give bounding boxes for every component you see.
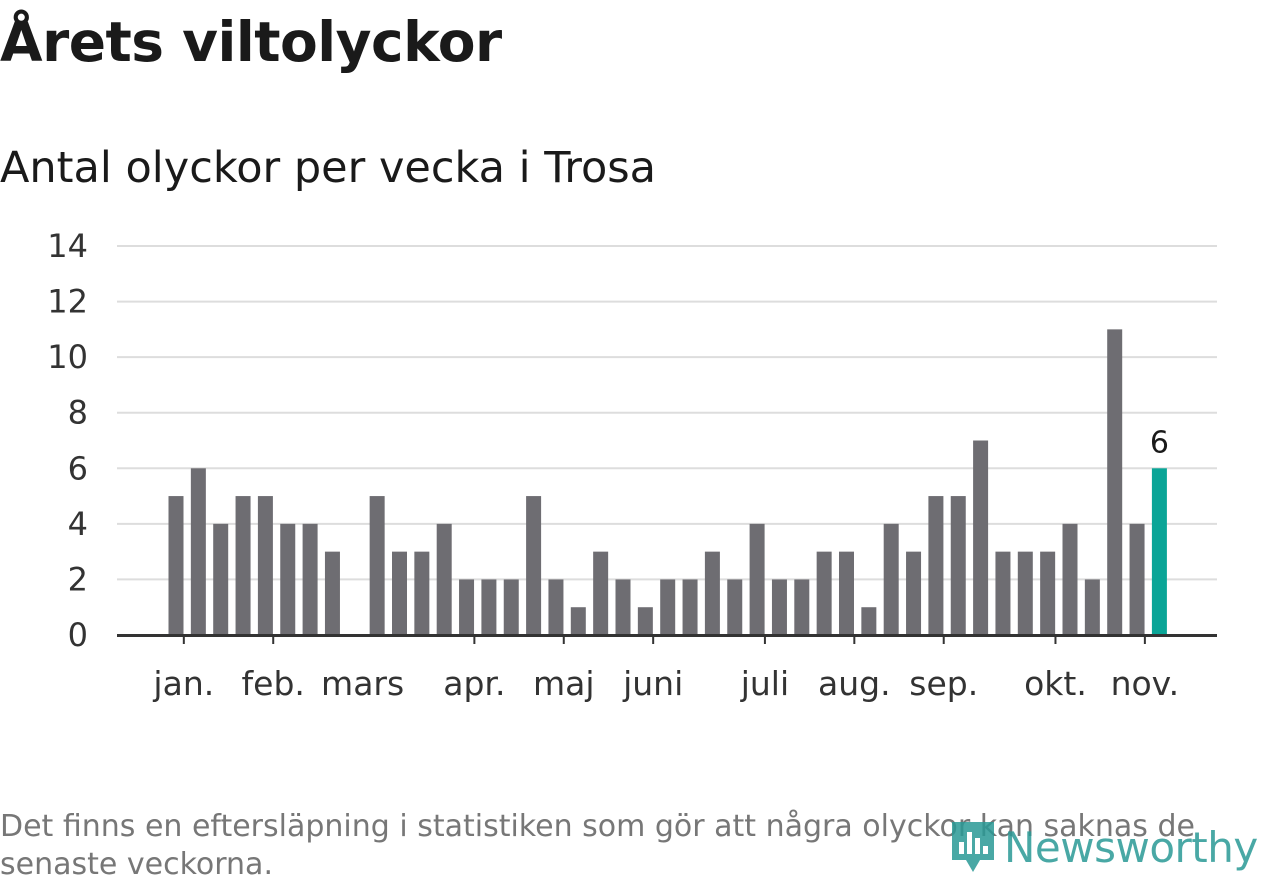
y-axis-tick-labels: 0 2 4 6 8 10 12 14: [47, 227, 88, 654]
x-axis: [117, 634, 1217, 644]
bar: [973, 440, 989, 635]
bar-chart: 0 2 4 6 8 10 12 14 jan. feb. mars apr. maj juni juli a…: [47, 227, 1217, 703]
bar: [459, 579, 475, 635]
bar: [995, 551, 1011, 635]
y-tick-label: 2: [68, 560, 88, 598]
bar: [727, 579, 743, 635]
highlighted-bar: [1151, 468, 1167, 635]
x-axis-month-labels: jan. feb. mars apr. maj juni juli aug. sep. okt. n…: [152, 664, 1179, 703]
bar: [928, 496, 944, 635]
bar: [1129, 523, 1145, 635]
y-tick-label: 10: [47, 338, 88, 376]
chart-title: Årets viltolyckor: [0, 10, 502, 74]
month-label: apr.: [443, 664, 505, 703]
bar: [615, 579, 631, 635]
bar: [660, 579, 676, 635]
bar: [570, 607, 586, 635]
footnote: Det finns en eftersläpning i statistiken…: [0, 809, 1195, 882]
month-label: juni: [622, 664, 683, 703]
bar: [839, 551, 854, 635]
bar: [816, 551, 832, 635]
bar: [1107, 329, 1123, 635]
y-tick-label: 8: [68, 394, 88, 432]
highlight-value-label: 6: [1150, 425, 1169, 460]
bar: [436, 523, 452, 635]
bar: [1084, 579, 1100, 635]
bar: [682, 579, 698, 635]
bar: [794, 579, 810, 635]
bar: [950, 496, 966, 635]
bar: [1017, 551, 1033, 635]
bar: [280, 523, 296, 635]
bar: [392, 551, 407, 635]
logo-text: Newsworthy: [1004, 822, 1258, 872]
y-tick-label: 6: [68, 449, 88, 487]
bar: [526, 496, 542, 635]
bar: [369, 496, 385, 635]
bars: [168, 329, 1167, 635]
month-label: maj: [533, 664, 595, 703]
bar: [1040, 551, 1056, 635]
bar: [906, 551, 922, 635]
gridlines: [117, 245, 1217, 581]
bar: [548, 579, 564, 635]
newsworthy-logo-icon: [952, 822, 994, 872]
y-tick-label: 4: [68, 505, 88, 543]
month-label: mars: [321, 664, 404, 703]
month-label: okt.: [1024, 664, 1087, 703]
data-labels: 6: [1150, 425, 1169, 460]
bar: [235, 496, 251, 635]
bar: [257, 496, 273, 635]
bar: [503, 579, 519, 635]
bar: [414, 551, 430, 635]
chart-subtitle: Antal olyckor per vecka i Trosa: [0, 143, 657, 193]
bar: [704, 551, 720, 635]
month-label: juli: [740, 664, 789, 703]
bar: [324, 551, 340, 635]
bar: [302, 523, 318, 635]
month-label: feb.: [242, 664, 305, 703]
y-tick-label: 0: [68, 616, 88, 654]
bar: [771, 579, 787, 635]
bar: [481, 579, 497, 635]
month-label: sep.: [909, 664, 978, 703]
bar: [861, 607, 877, 635]
y-tick-label: 14: [47, 227, 88, 265]
bar: [883, 523, 899, 635]
bar: [1062, 523, 1078, 635]
bar: [190, 468, 206, 635]
newsworthy-logo: Newsworthy: [948, 818, 1258, 876]
bar: [593, 551, 609, 635]
bar: [168, 496, 184, 635]
bar: [213, 523, 229, 635]
bar: [637, 607, 653, 635]
y-tick-label: 12: [47, 283, 88, 321]
bar: [749, 523, 765, 635]
month-label: nov.: [1111, 664, 1180, 703]
month-label: jan.: [152, 664, 214, 703]
month-label: aug.: [818, 664, 891, 703]
